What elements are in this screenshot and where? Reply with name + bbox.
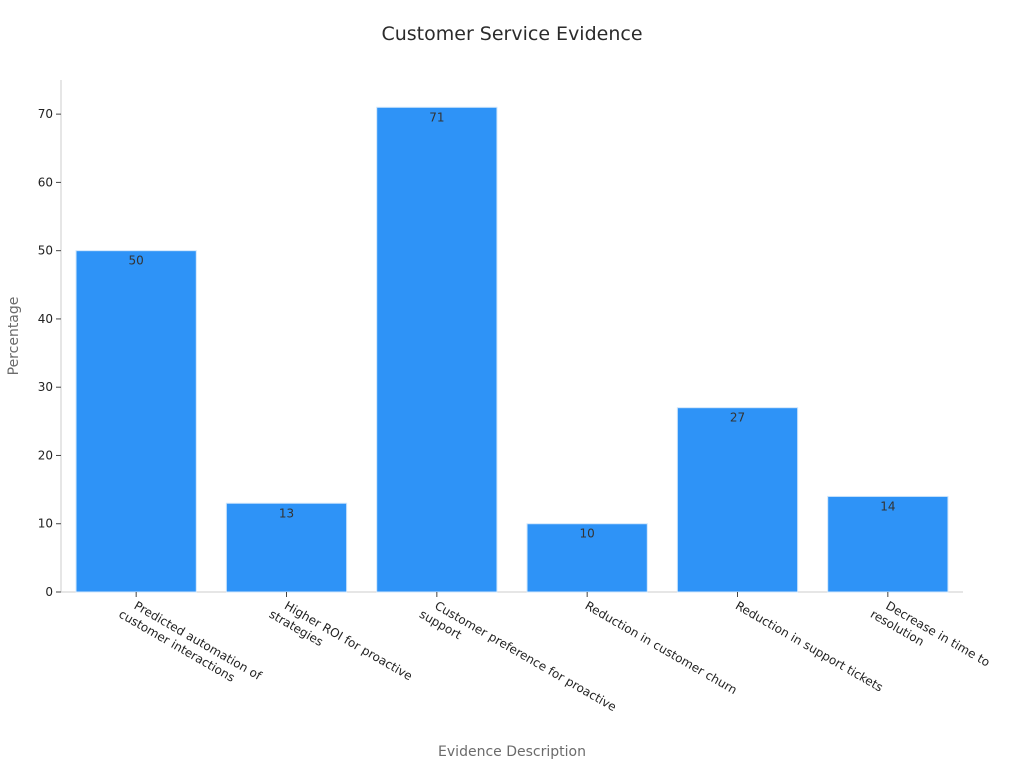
y-tick-label: 40 — [38, 312, 53, 326]
bar — [75, 250, 197, 593]
bar-value-label: 14 — [880, 499, 895, 513]
bar — [676, 407, 799, 593]
bar-value-label: 27 — [730, 411, 745, 425]
y-axis-label: Percentage — [6, 297, 22, 376]
x-tick-label-line: Higher ROI for proactive — [282, 598, 415, 683]
y-tick-label: 10 — [38, 517, 53, 531]
y-tick-label: 50 — [38, 244, 53, 258]
y-tick-label: 60 — [38, 175, 53, 189]
bar — [526, 523, 648, 593]
bars-group: 50 13 71 10 27 14 — [75, 106, 949, 593]
y-tick-label: 20 — [38, 448, 53, 462]
x-tick-label: Decrease in time toresolution — [868, 594, 992, 683]
bar — [376, 106, 498, 593]
x-tick-label-line: Predicted automation of — [132, 598, 265, 683]
x-tick-label-line: Reduction in customer churn — [583, 598, 740, 697]
x-tick-label-line: Customer preference for proactive — [432, 598, 618, 714]
y-ticks-group: 0 10 20 30 40 50 60 70 — [38, 107, 61, 599]
bar-value-label: 71 — [429, 110, 444, 124]
bar — [225, 502, 348, 593]
bar-value-label: 10 — [580, 527, 595, 541]
chart-title: Customer Service Evidence — [381, 23, 642, 45]
x-axis-label: Evidence Description — [438, 744, 586, 760]
x-tick-label: Predicted automation ofcustomer interact… — [116, 594, 264, 696]
bar-value-label: 13 — [279, 506, 294, 520]
y-tick-label: 0 — [45, 585, 53, 599]
y-tick-label: 70 — [38, 107, 53, 121]
axes — [60, 80, 963, 593]
bar-value-label: 50 — [129, 254, 144, 268]
x-tick-label: Reduction in support tickets — [733, 598, 885, 694]
x-tick-label-line: Reduction in support tickets — [733, 598, 885, 694]
x-tick-label: Higher ROI for proactivestrategies — [267, 594, 415, 696]
y-tick-label: 30 — [38, 380, 53, 394]
bar — [827, 495, 949, 593]
x-ticks-group: Predicted automation ofcustomer interact… — [116, 592, 992, 714]
x-tick-label: Reduction in customer churn — [583, 598, 740, 697]
